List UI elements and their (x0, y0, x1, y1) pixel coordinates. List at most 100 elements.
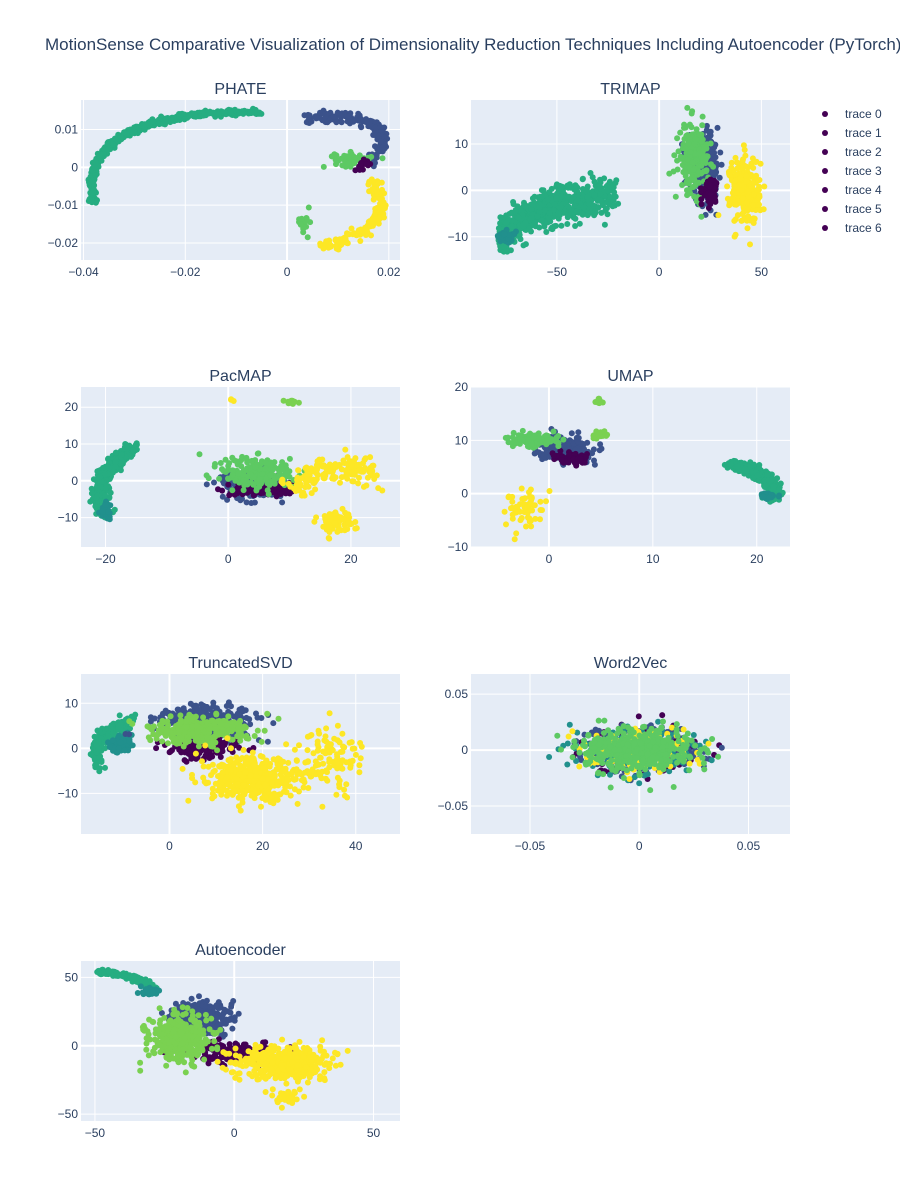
data-point (698, 185, 704, 192)
data-point (602, 206, 609, 213)
data-point (606, 178, 613, 185)
y-tick-label: 10 (65, 696, 79, 710)
data-point (522, 203, 529, 210)
data-point (531, 219, 538, 226)
data-point (348, 225, 355, 232)
data-point (558, 457, 565, 464)
data-point (247, 109, 254, 116)
data-point (114, 137, 121, 144)
data-point (528, 523, 535, 530)
subplot-title: UMAP (607, 368, 653, 385)
data-point (555, 439, 562, 446)
y-tick-label: 10 (455, 137, 469, 151)
data-point (534, 213, 541, 220)
data-point (601, 175, 608, 182)
data-point (217, 460, 224, 466)
data-point (731, 233, 738, 240)
data-point (579, 175, 586, 182)
data-point (342, 236, 349, 243)
data-point (584, 212, 591, 219)
data-point (601, 221, 608, 228)
data-point (753, 158, 760, 165)
data-point (298, 492, 305, 499)
data-point (353, 525, 360, 532)
x-tick-label: 10 (646, 552, 660, 566)
x-tick-label: −0.04 (68, 265, 99, 279)
data-point (695, 168, 702, 175)
data-point (110, 141, 117, 148)
data-point (300, 229, 307, 236)
data-point (131, 126, 138, 133)
data-point (505, 493, 512, 500)
data-point (349, 469, 356, 476)
data-point (592, 399, 599, 405)
data-point (98, 478, 105, 485)
data-point (307, 477, 314, 484)
data-point (531, 502, 538, 509)
data-point (317, 109, 323, 116)
data-point (118, 451, 125, 458)
data-point (543, 229, 550, 235)
data-point (738, 217, 745, 224)
data-point (277, 491, 284, 497)
data-point (537, 516, 543, 523)
data-point (313, 115, 320, 122)
data-point (555, 433, 562, 439)
data-point (557, 447, 564, 454)
data-point (536, 224, 543, 231)
data-point (205, 109, 212, 116)
data-point (728, 159, 735, 166)
subplot-title: PacMAP (209, 368, 271, 385)
data-point (581, 446, 587, 452)
data-point (379, 144, 386, 151)
data-point (511, 536, 518, 543)
data-point (734, 159, 741, 166)
data-point (749, 217, 756, 224)
data-point (338, 466, 345, 473)
data-point (566, 452, 572, 459)
data-point (696, 150, 703, 157)
data-point (357, 160, 364, 167)
data-point (568, 430, 575, 437)
y-tick-label: −0.02 (48, 236, 79, 250)
data-point (747, 241, 753, 248)
data-point (745, 193, 752, 200)
data-point (684, 156, 691, 163)
data-point (303, 215, 310, 222)
data-point (518, 515, 525, 521)
scatter-points (87, 699, 365, 814)
data-point (167, 119, 174, 126)
data-point (279, 459, 286, 466)
data-point (776, 492, 783, 499)
data-point (88, 199, 95, 206)
data-point (741, 146, 748, 153)
data-point (734, 212, 741, 219)
data-point (518, 485, 525, 492)
data-point (595, 204, 602, 211)
data-point (308, 490, 315, 497)
data-point (601, 428, 608, 435)
data-point (545, 196, 552, 203)
x-tick-label: 0 (225, 552, 232, 566)
data-point (551, 206, 557, 213)
data-point (504, 434, 511, 441)
data-point (267, 472, 274, 479)
data-point (303, 223, 310, 230)
data-point (297, 221, 304, 228)
data-point (320, 163, 327, 170)
data-point (692, 150, 699, 157)
data-point (133, 440, 140, 447)
data-point (718, 161, 725, 168)
data-point (558, 222, 565, 229)
data-point (211, 463, 218, 470)
data-point (285, 480, 292, 487)
data-point (160, 120, 167, 127)
data-point (326, 529, 333, 535)
data-point (525, 437, 532, 444)
data-point (379, 487, 386, 494)
y-tick-label: 0.01 (55, 123, 79, 137)
data-point (337, 479, 343, 486)
data-point (248, 500, 255, 506)
data-point (542, 207, 549, 214)
